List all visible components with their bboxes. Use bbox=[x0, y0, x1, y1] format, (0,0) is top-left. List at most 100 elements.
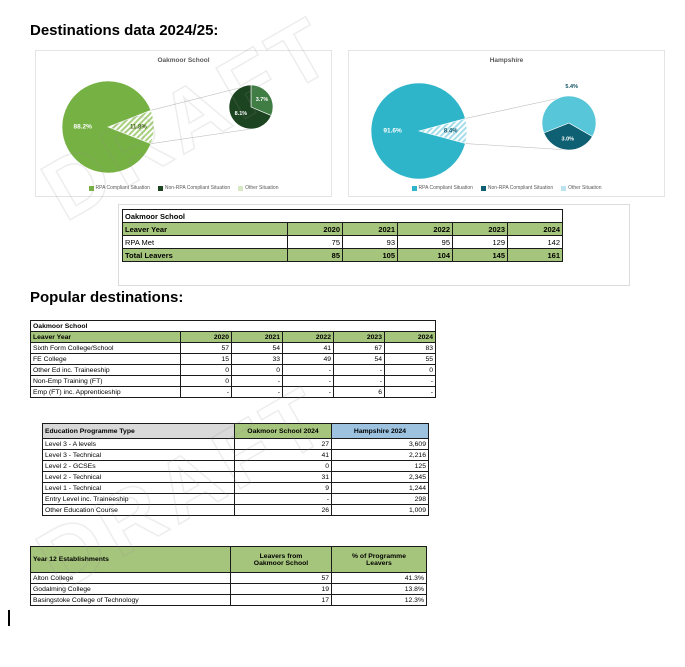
series-line bbox=[465, 95, 570, 119]
cell-value: - bbox=[282, 386, 334, 398]
row-label: Non-Emp Training (FT) bbox=[30, 375, 181, 387]
pie-of-pie-chart-oakmoor: 88.2% 11.8% 3.7% 8.1% bbox=[36, 51, 331, 196]
row-label: Level 2 - Technical bbox=[42, 471, 235, 483]
row-label: Emp (FT) inc. Apprenticeship bbox=[30, 386, 181, 398]
cell-value: - bbox=[231, 375, 283, 387]
pie-slice-rpa-compliant bbox=[370, 82, 466, 180]
cell-value: 15 bbox=[180, 353, 232, 365]
legend-label: Non-RPA Compliant Situation bbox=[487, 185, 554, 191]
legend-label: Other Situation bbox=[245, 185, 279, 191]
legend-item: Non-RPA Compliant Situation bbox=[480, 185, 554, 191]
pie-data-label: 8.1% bbox=[235, 111, 248, 117]
section-heading-popular: Popular destinations: bbox=[30, 289, 184, 306]
table-popular-destinations: Oakmoor School Leaver Year 2020 2021 2022 202… bbox=[30, 320, 436, 398]
row-label: Total Leavers bbox=[122, 248, 288, 262]
legend-swatch-icon bbox=[238, 185, 244, 191]
cell-value: - bbox=[180, 386, 232, 398]
column-header: 2024 bbox=[507, 222, 563, 236]
series-line bbox=[150, 128, 252, 144]
table-row: Godalming College 19 13.8% bbox=[30, 583, 427, 595]
column-header: 2023 bbox=[452, 222, 508, 236]
cell-value: 1,009 bbox=[331, 504, 429, 516]
cell-value: 31 bbox=[234, 471, 332, 483]
table-row: Level 2 - GCSEs 0 125 bbox=[42, 460, 429, 472]
pie-data-label: 3.7% bbox=[256, 97, 269, 103]
column-header: Education Programme Type bbox=[42, 423, 235, 439]
chart-panel-oakmoor: 88.2% 11.8% 3.7% 8.1% Oakmoor School RPA Co… bbox=[35, 50, 332, 197]
column-header: Oakmoor School 2024 bbox=[234, 423, 332, 439]
pie-data-label: 5.4% bbox=[565, 84, 578, 90]
legend-item: RPA Compliant Situation bbox=[411, 185, 473, 191]
cell-value: - bbox=[282, 375, 334, 387]
table-row: Level 1 - Technical 9 1,244 bbox=[42, 482, 429, 494]
legend-label: Other Situation bbox=[568, 185, 602, 191]
pie-data-label: 8.4% bbox=[444, 129, 458, 135]
table-row: Level 3 - Technical 41 2,216 bbox=[42, 449, 429, 461]
row-label: Sixth Form College/School bbox=[30, 342, 181, 354]
cell-value: 27 bbox=[234, 438, 332, 450]
table-row: RPA Met 75 93 95 129 142 bbox=[122, 235, 563, 249]
legend-item: RPA Compliant Situation bbox=[88, 185, 150, 191]
cell-value: - bbox=[282, 364, 334, 376]
cell-value: 298 bbox=[331, 493, 429, 505]
pie-slice-secondary bbox=[250, 84, 274, 116]
column-header: 2020 bbox=[287, 222, 343, 236]
table-row: Basingstoke College of Technology 17 12.3% bbox=[30, 594, 427, 606]
table-header-row: Education Programme Type Oakmoor School 2… bbox=[42, 423, 429, 439]
cell-value: 83 bbox=[384, 342, 436, 354]
cell-value: 0 bbox=[231, 364, 283, 376]
table-row: Level 3 - A levels 27 3,609 bbox=[42, 438, 429, 450]
cell-value: 12.3% bbox=[331, 594, 427, 606]
column-header: 2022 bbox=[397, 222, 453, 236]
table-title-row: Oakmoor School bbox=[122, 209, 563, 223]
column-header: 2020 bbox=[180, 331, 232, 343]
cell-value: 67 bbox=[333, 342, 385, 354]
series-line bbox=[465, 143, 570, 151]
chart-legend-oakmoor: RPA Compliant Situation Non-RPA Compliant… bbox=[36, 185, 331, 191]
table-destinations-summary: Oakmoor School Leaver Year 2020 2021 2022 202… bbox=[122, 209, 563, 262]
table-header-row: Leaver Year 2020 2021 2022 2023 2024 bbox=[122, 222, 563, 236]
cell-value: 161 bbox=[507, 248, 563, 262]
row-label: Other Ed inc. Traineeship bbox=[30, 364, 181, 376]
table-row: Other Education Course 26 1,009 bbox=[42, 504, 429, 516]
cell-value: 19 bbox=[230, 583, 332, 595]
chart-legend-hampshire: RPA Compliant Situation Non-RPA Compliant… bbox=[349, 185, 664, 191]
table-row: Other Ed inc. Traineeship 0 0- -0 bbox=[30, 364, 436, 376]
cell-value: 54 bbox=[333, 353, 385, 365]
cell-value: - bbox=[231, 386, 283, 398]
legend-label: RPA Compliant Situation bbox=[418, 185, 473, 191]
row-label: Level 3 - A levels bbox=[42, 438, 235, 450]
column-header: Year 12 Establishments bbox=[30, 546, 231, 573]
cell-value: 93 bbox=[342, 235, 398, 249]
row-label: Level 1 - Technical bbox=[42, 482, 235, 494]
column-header: % of Programme Leavers bbox=[331, 546, 427, 573]
cell-value: 85 bbox=[287, 248, 343, 262]
cell-value: 55 bbox=[384, 353, 436, 365]
table-row: Emp (FT) inc. Apprenticeship - - -6- bbox=[30, 386, 436, 398]
cell-value: 41 bbox=[282, 342, 334, 354]
cell-value: 54 bbox=[231, 342, 283, 354]
pie-data-label: 11.8% bbox=[130, 125, 147, 131]
cell-value: 142 bbox=[507, 235, 563, 249]
column-header: 2022 bbox=[282, 331, 334, 343]
pie-data-label: 91.6% bbox=[383, 128, 402, 135]
pie-slice-secondary bbox=[541, 95, 597, 137]
cell-value: - bbox=[234, 493, 332, 505]
legend-swatch-icon bbox=[411, 185, 417, 191]
cell-value: 75 bbox=[287, 235, 343, 249]
table-title-row: Oakmoor School bbox=[30, 320, 436, 332]
cell-value: 129 bbox=[452, 235, 508, 249]
cell-value: 2,216 bbox=[331, 449, 429, 461]
table-row: Entry Level inc. Traineeship -298 bbox=[42, 493, 429, 505]
legend-swatch-icon bbox=[561, 185, 567, 191]
cell-value: - bbox=[384, 386, 436, 398]
column-header: 2021 bbox=[342, 222, 398, 236]
table-header-row: Leaver Year 2020 2021 2022 2023 2024 bbox=[30, 331, 436, 343]
table-year12-establishments: Year 12 Establishments Leavers from Oakmo… bbox=[30, 546, 427, 606]
pie-slice-rpa-compliant bbox=[61, 80, 152, 174]
chart-panel-hampshire: 91.6% 8.4% 3.0% 5.4% Hampshire RPA Complian… bbox=[348, 50, 665, 197]
legend-item: Other Situation bbox=[561, 185, 601, 191]
cell-value: 9 bbox=[234, 482, 332, 494]
row-label: Entry Level inc. Traineeship bbox=[42, 493, 235, 505]
row-label: RPA Met bbox=[122, 235, 288, 249]
